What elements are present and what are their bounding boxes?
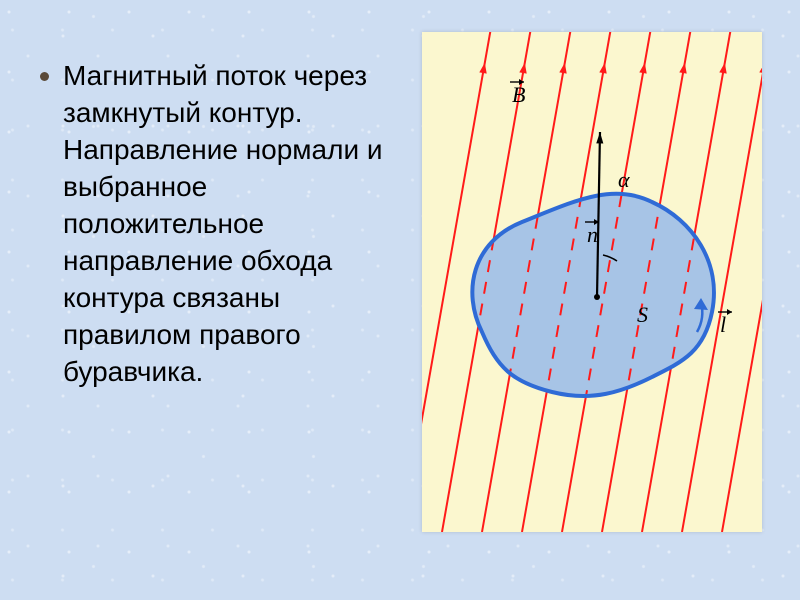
svg-text:l: l (720, 312, 726, 337)
bullet-text: Магнитный поток через замкнутый контур. … (63, 58, 410, 391)
svg-text:B: B (512, 82, 525, 107)
svg-text:S: S (637, 302, 648, 327)
diagram-card: Bn α Sl (422, 32, 762, 532)
slide: Магнитный поток через замкнутый контур. … (0, 0, 800, 600)
svg-text:α: α (618, 167, 630, 192)
svg-text:n: n (587, 222, 598, 247)
bullet-row: Магнитный поток через замкнутый контур. … (40, 58, 410, 391)
bullet-dot-icon (40, 72, 49, 81)
magnetic-flux-diagram: Bn α Sl (422, 32, 762, 532)
text-block: Магнитный поток через замкнутый контур. … (40, 58, 410, 391)
